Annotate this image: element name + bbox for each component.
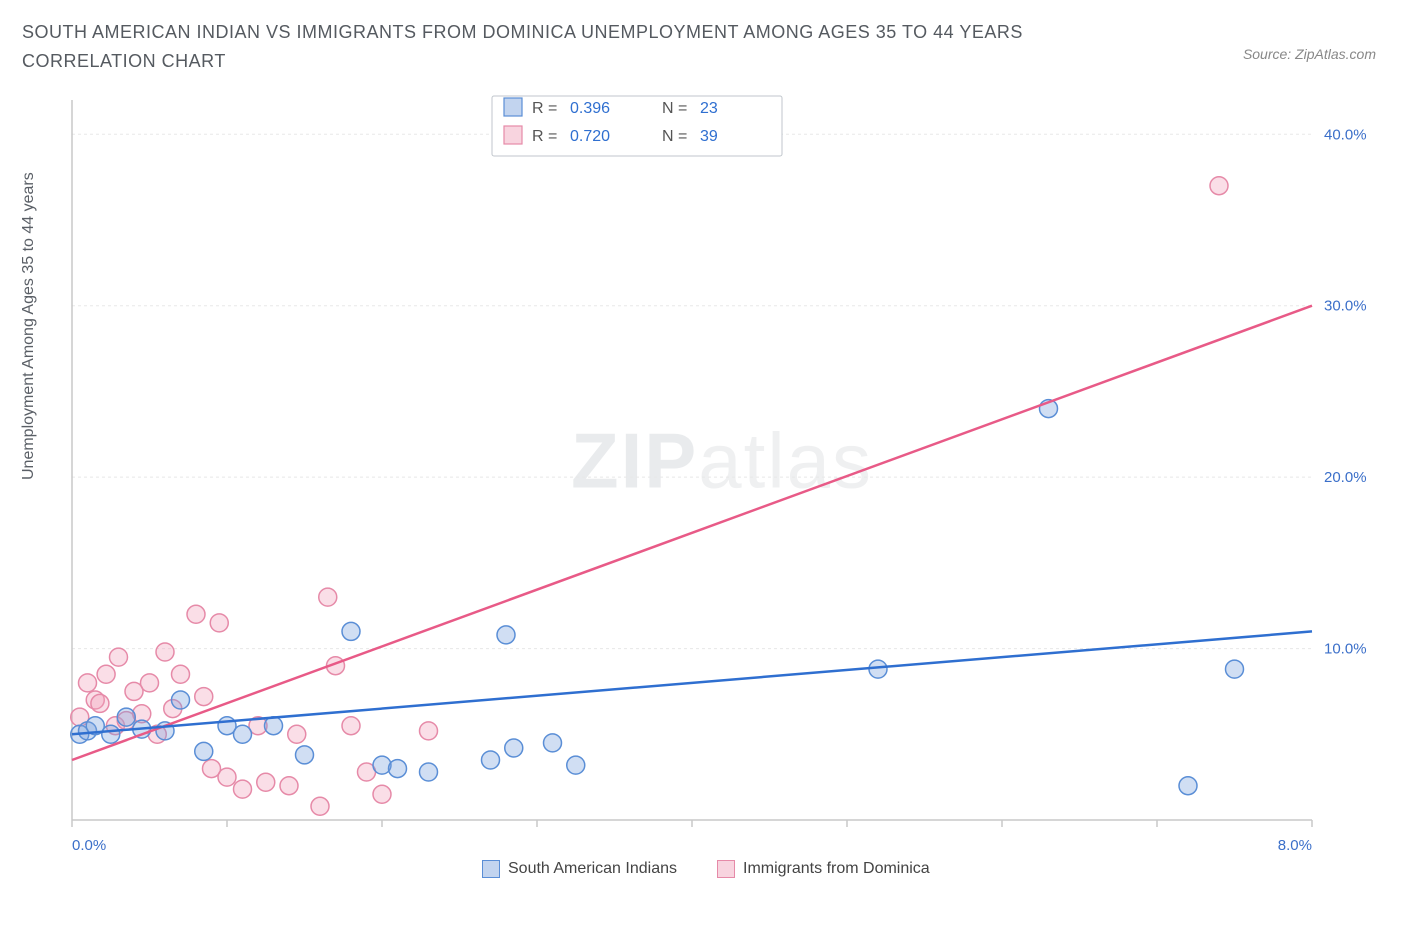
svg-text:0.720: 0.720 — [570, 128, 610, 145]
legend-item-pink: Immigrants from Dominica — [717, 860, 930, 878]
chart-title: SOUTH AMERICAN INDIAN VS IMMIGRANTS FROM… — [22, 18, 1122, 76]
svg-text:23: 23 — [700, 100, 718, 117]
svg-text:R =: R = — [532, 128, 557, 145]
legend-item-blue: South American Indians — [482, 860, 677, 878]
legend-label-blue: South American Indians — [508, 860, 677, 878]
chart-svg: R = 0.396 N = 23 R = 0.720 N = 39 0.0% 8.0% 10.0… — [62, 90, 1382, 880]
svg-text:N =: N = — [662, 128, 687, 145]
legend-swatch-pink — [717, 860, 735, 878]
plot-area: ZIPatlas R =0.396N =23R =0.720N =39 0.0%… — [62, 90, 1382, 880]
svg-text:0.0%: 0.0% — [72, 837, 106, 854]
svg-text:0.396: 0.396 — [570, 100, 610, 117]
svg-text:R =: R = — [532, 100, 557, 117]
svg-text:20.0%: 20.0% — [1324, 469, 1367, 486]
legend-label-pink: Immigrants from Dominica — [743, 860, 930, 878]
legend: South American Indians Immigrants from D… — [482, 860, 930, 878]
svg-text:39: 39 — [700, 128, 718, 145]
svg-text:10.0%: 10.0% — [1324, 641, 1367, 658]
y-axis-label: Unemployment Among Ages 35 to 44 years — [20, 172, 38, 480]
svg-text:N =: N = — [662, 100, 687, 117]
svg-text:40.0%: 40.0% — [1324, 126, 1367, 143]
svg-text:30.0%: 30.0% — [1324, 298, 1367, 315]
source-credit: Source: ZipAtlas.com — [1243, 46, 1376, 62]
svg-text:8.0%: 8.0% — [1278, 837, 1312, 854]
legend-swatch-blue — [482, 860, 500, 878]
